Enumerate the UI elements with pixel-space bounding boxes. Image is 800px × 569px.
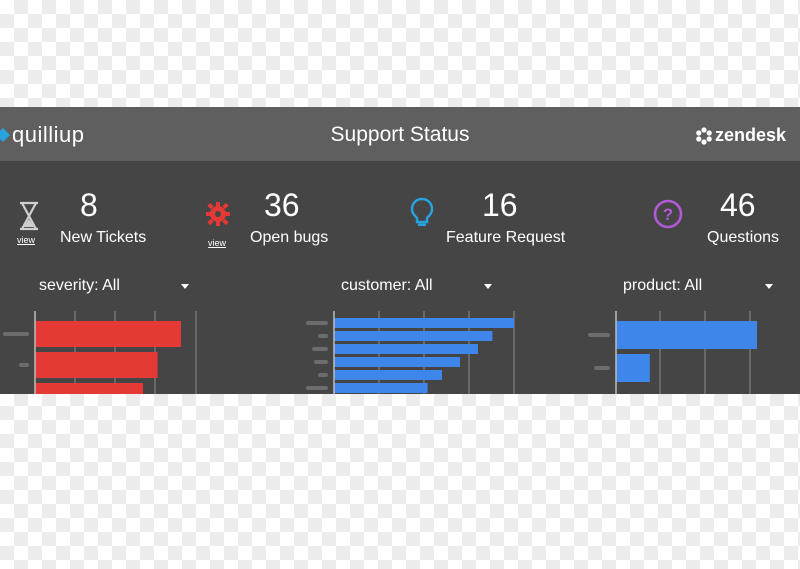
severity-filter-dropdown[interactable]: severity: All bbox=[39, 275, 194, 299]
severity-filter-value: severity: All bbox=[39, 277, 120, 294]
stat-label: Questions bbox=[707, 229, 780, 246]
chart-bar[interactable] bbox=[334, 331, 493, 341]
page-title: Support Status bbox=[330, 123, 470, 146]
quilliup-logo[interactable]: quilliup bbox=[0, 122, 85, 147]
category-label bbox=[314, 360, 328, 364]
stat-open-bugs: view 36 Open bugs bbox=[204, 187, 374, 249]
category-label bbox=[594, 366, 610, 370]
question-circle-icon: ? bbox=[653, 199, 683, 229]
product-bar-chart bbox=[580, 311, 790, 394]
chart-bar[interactable] bbox=[334, 357, 460, 367]
category-label bbox=[588, 333, 610, 337]
zendesk-flower-icon bbox=[696, 126, 712, 145]
quilliup-logo-text: quilliup bbox=[12, 122, 85, 147]
stat-value: 16 bbox=[482, 187, 518, 223]
stat-label: New Tickets bbox=[60, 229, 147, 246]
chart-bar[interactable] bbox=[334, 344, 478, 354]
chart-bar[interactable] bbox=[616, 321, 757, 349]
lightbulb-icon bbox=[410, 197, 434, 226]
chart-bar[interactable] bbox=[616, 354, 650, 382]
quilliup-mark-icon bbox=[0, 128, 10, 142]
category-label bbox=[318, 334, 328, 338]
chevron-down-icon bbox=[484, 284, 492, 289]
bug-icon bbox=[206, 202, 230, 226]
svg-text:?: ? bbox=[663, 205, 673, 224]
category-label bbox=[3, 332, 29, 336]
customer-filter-value: customer: All bbox=[341, 277, 433, 294]
chart-bar[interactable] bbox=[35, 321, 181, 347]
customer-bar-chart bbox=[300, 311, 525, 394]
category-label bbox=[306, 386, 328, 390]
severity-bar-chart bbox=[0, 311, 210, 394]
chart-bar[interactable] bbox=[35, 383, 144, 394]
stat-value: 8 bbox=[80, 187, 98, 223]
hourglass-icon bbox=[20, 201, 38, 231]
header-bar: quilliup Support Status zendesk bbox=[0, 107, 800, 161]
chart-bar[interactable] bbox=[35, 352, 158, 378]
stat-questions: ? 46 Questions bbox=[652, 187, 800, 249]
chart-bar[interactable] bbox=[334, 318, 514, 328]
view-link-open-bugs[interactable]: view bbox=[208, 238, 227, 248]
severity-chart-svg bbox=[3, 311, 197, 394]
product-filter-value: product: All bbox=[623, 277, 703, 294]
chart-bar[interactable] bbox=[334, 383, 428, 393]
zendesk-logo-text: zendesk bbox=[714, 125, 786, 145]
stat-value: 46 bbox=[720, 187, 756, 223]
category-label bbox=[318, 373, 328, 377]
product-filter-dropdown[interactable]: product: All bbox=[623, 275, 778, 299]
zendesk-logo[interactable]: zendesk bbox=[695, 125, 786, 146]
stat-feature-requests: 16 Feature Request bbox=[408, 187, 598, 249]
stat-label: Feature Request bbox=[446, 229, 566, 246]
chart-bar[interactable] bbox=[334, 370, 442, 380]
stat-value: 36 bbox=[264, 187, 300, 223]
category-label bbox=[312, 347, 328, 351]
category-label bbox=[306, 321, 328, 325]
support-dashboard: quilliup Support Status zendesk view 8 N… bbox=[0, 107, 800, 394]
chevron-down-icon bbox=[181, 284, 189, 289]
customer-chart-svg bbox=[306, 311, 515, 394]
chevron-down-icon bbox=[765, 284, 773, 289]
customer-filter-dropdown[interactable]: customer: All bbox=[341, 275, 496, 299]
category-label bbox=[19, 363, 29, 367]
stat-label: Open bugs bbox=[250, 229, 329, 246]
stat-new-tickets: view 8 New Tickets bbox=[16, 187, 186, 249]
product-chart-svg bbox=[588, 311, 757, 394]
view-link-new-tickets[interactable]: view bbox=[17, 235, 36, 245]
